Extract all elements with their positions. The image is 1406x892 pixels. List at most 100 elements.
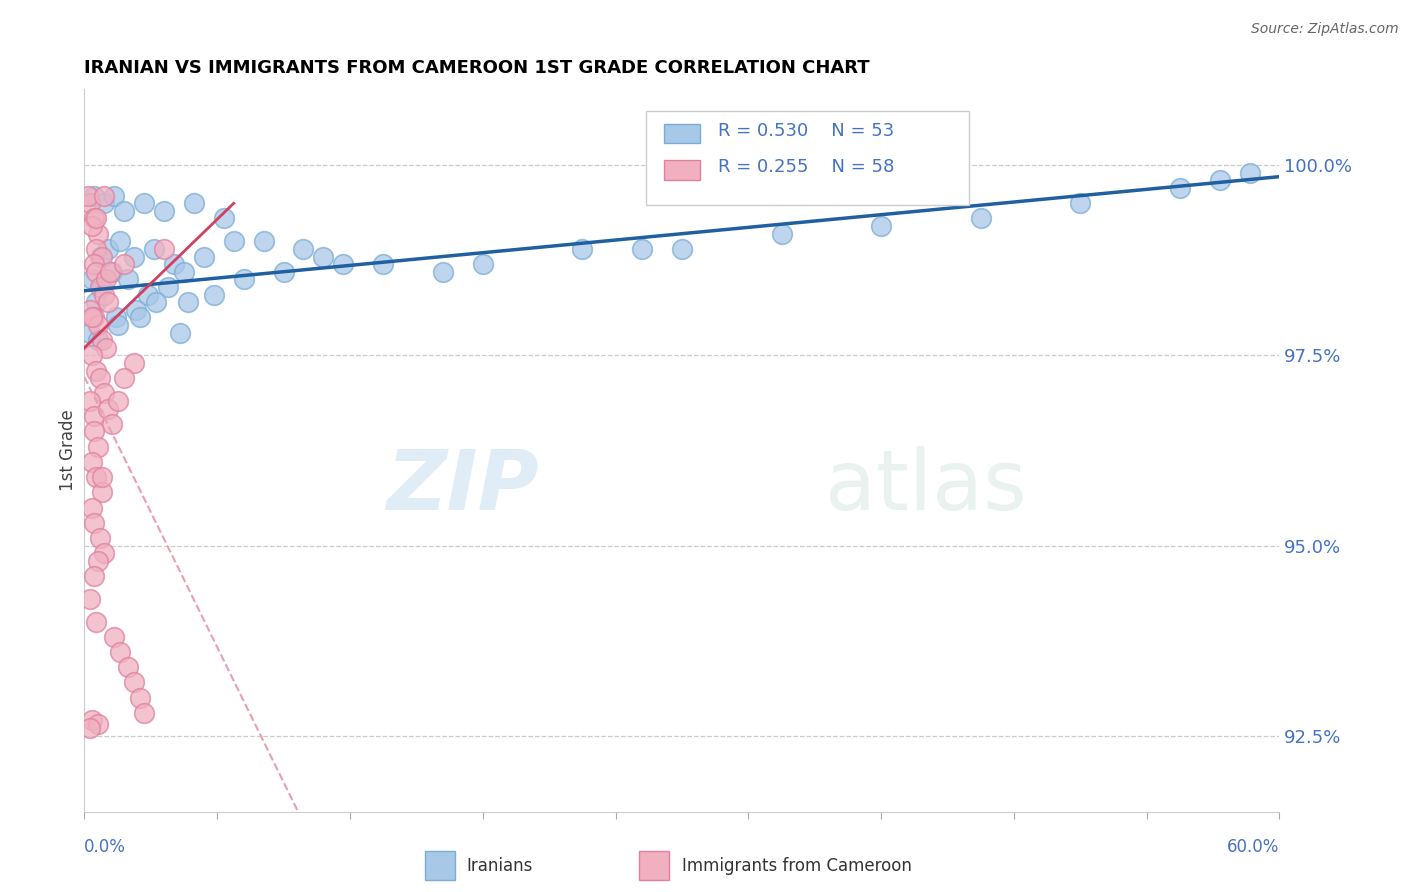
Point (129, 690, 152, 705)
Point (112, 371, 135, 385)
Point (101, 265, 124, 279)
Point (312, 250, 335, 264)
Point (107, 394, 129, 409)
Point (112, 257, 135, 271)
Point (93, 546, 115, 560)
Point (89, 371, 111, 385)
Point (87, 318, 110, 332)
Point (1239, 166, 1261, 180)
Point (96, 272, 118, 286)
Point (86, 295, 108, 310)
Point (83, 257, 105, 271)
Point (91, 485, 114, 500)
FancyBboxPatch shape (664, 124, 700, 144)
Point (870, 219, 893, 233)
Point (79, 394, 101, 409)
Text: 0.0%: 0.0% (84, 838, 127, 856)
Point (1168, 181, 1191, 195)
Point (122, 675, 145, 690)
FancyBboxPatch shape (664, 160, 700, 179)
Point (571, 242, 593, 256)
Point (136, 287, 159, 301)
Text: R = 0.255    N = 58: R = 0.255 N = 58 (718, 158, 894, 177)
Point (253, 235, 276, 249)
Point (79, 196, 101, 211)
Text: Source: ZipAtlas.com: Source: ZipAtlas.com (1251, 22, 1399, 37)
Point (83, 188, 105, 202)
Text: R = 0.530    N = 53: R = 0.530 N = 53 (718, 122, 894, 140)
Point (132, 706, 156, 720)
Point (97, 295, 120, 310)
Point (273, 265, 295, 279)
Point (77, 188, 100, 202)
Text: Iranians: Iranians (467, 857, 533, 875)
Point (82, 500, 104, 515)
Text: IRANIAN VS IMMIGRANTS FROM CAMEROON 1ST GRADE CORRELATION CHART: IRANIAN VS IMMIGRANTS FROM CAMEROON 1ST … (84, 59, 870, 77)
Point (87, 717, 110, 731)
Point (177, 295, 200, 310)
Point (122, 250, 145, 264)
Point (93, 287, 115, 301)
Point (153, 242, 176, 256)
Text: ZIP: ZIP (385, 446, 538, 527)
Point (97, 401, 120, 416)
Y-axis label: 1st Grade: 1st Grade (59, 409, 77, 491)
Point (132, 196, 156, 211)
Point (79, 591, 101, 606)
Point (103, 188, 125, 202)
Point (86, 363, 108, 377)
Point (101, 417, 124, 431)
Point (157, 280, 180, 294)
FancyBboxPatch shape (647, 111, 969, 205)
Point (83, 516, 105, 530)
Point (631, 242, 654, 256)
Point (93, 188, 115, 202)
Point (163, 257, 186, 271)
Point (82, 219, 104, 233)
Point (97, 242, 120, 256)
Point (770, 227, 793, 241)
Point (332, 257, 354, 271)
Point (193, 250, 215, 264)
Text: atlas: atlas (825, 446, 1026, 527)
Point (86, 470, 108, 484)
Point (91, 470, 114, 484)
Point (82, 455, 104, 469)
Point (183, 196, 205, 211)
Point (125, 302, 148, 317)
Point (122, 356, 145, 370)
Point (83, 211, 105, 226)
Point (112, 203, 135, 218)
Point (222, 235, 245, 249)
FancyBboxPatch shape (638, 852, 669, 880)
Point (232, 272, 254, 286)
Point (87, 554, 110, 568)
Point (89, 531, 111, 545)
Point (970, 211, 993, 226)
Point (79, 326, 101, 340)
Point (117, 660, 139, 674)
Point (87, 333, 110, 347)
Point (145, 295, 167, 310)
Point (432, 265, 454, 279)
Point (82, 714, 104, 728)
Point (91, 280, 114, 294)
Point (110, 645, 132, 659)
Point (153, 203, 176, 218)
Point (93, 386, 115, 401)
Point (202, 287, 225, 301)
Point (86, 242, 108, 256)
Point (169, 326, 191, 340)
Point (87, 440, 110, 454)
FancyBboxPatch shape (425, 852, 456, 880)
Point (87, 227, 110, 241)
Point (86, 615, 108, 629)
Point (83, 409, 105, 424)
Point (89, 250, 111, 264)
Point (86, 265, 108, 279)
Point (91, 333, 114, 347)
Point (83, 569, 105, 583)
Point (96, 341, 118, 355)
Point (91, 250, 114, 264)
Point (143, 242, 166, 256)
